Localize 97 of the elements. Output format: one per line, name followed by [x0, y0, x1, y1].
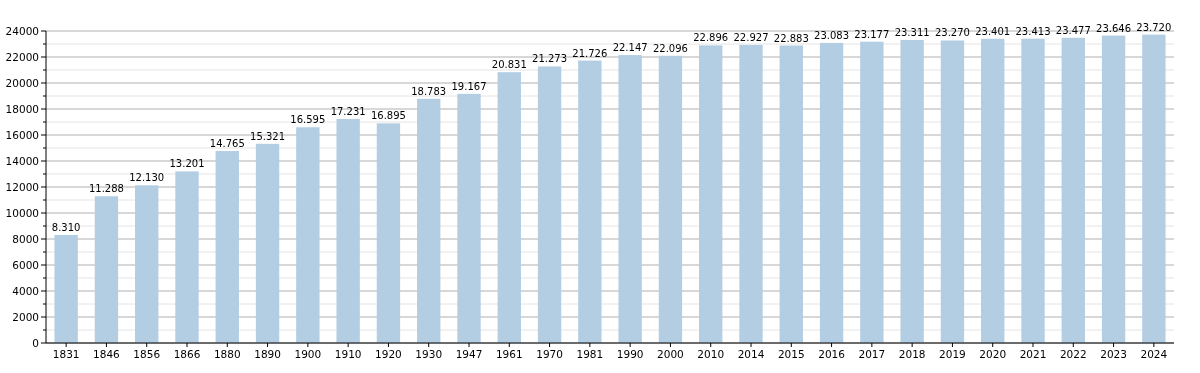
y-tick-label: 8000 — [12, 232, 39, 245]
bar — [940, 40, 965, 343]
bar — [860, 41, 884, 343]
y-tick-label: 2000 — [12, 310, 39, 323]
bar — [779, 45, 803, 343]
data-label: 20.831 — [491, 59, 527, 71]
bar — [54, 234, 78, 343]
data-label: 23.401 — [975, 25, 1011, 37]
bar — [175, 171, 199, 343]
bar — [537, 66, 562, 343]
bar — [376, 123, 401, 343]
bar — [255, 143, 280, 343]
x-tick-label: 1920 — [375, 348, 402, 360]
x-tick-label: 1856 — [133, 348, 161, 360]
x-tick-label: 2000 — [657, 348, 684, 360]
x-tick-label: 2019 — [939, 348, 966, 360]
x-tick-label: 1970 — [536, 348, 563, 360]
data-label: 23.311 — [894, 26, 930, 38]
bar — [819, 42, 844, 343]
data-label: 14.765 — [209, 138, 245, 150]
x-tick-label: 1880 — [213, 348, 241, 360]
bar — [457, 93, 481, 343]
x-tick-label: 2016 — [818, 348, 846, 360]
bar — [578, 60, 602, 343]
data-label: 17.231 — [330, 106, 366, 117]
y-tick-label: 10000 — [5, 206, 39, 219]
x-tick-label: 1930 — [415, 348, 443, 360]
bar — [699, 45, 723, 343]
bar — [1061, 37, 1085, 343]
bar — [215, 151, 239, 343]
data-label: 8.310 — [51, 221, 81, 233]
bar — [1021, 38, 1045, 343]
data-label: 22.147 — [612, 42, 648, 54]
x-tick-label: 1866 — [173, 348, 201, 360]
bar — [336, 119, 360, 343]
x-tick-label: 1890 — [254, 348, 281, 360]
x-tick-label: 2021 — [1019, 348, 1047, 360]
x-tick-label: 2010 — [697, 348, 725, 360]
x-tick-label: 2017 — [858, 348, 886, 360]
data-label: 16.895 — [370, 110, 406, 122]
data-label: 23.083 — [814, 29, 850, 41]
x-tick-label: 1947 — [455, 348, 483, 360]
x-tick-label: 2015 — [777, 348, 805, 360]
y-tick-label: 16000 — [5, 128, 39, 141]
data-label: 23.413 — [1015, 25, 1051, 37]
data-label: 22.883 — [773, 32, 809, 44]
x-tick-label: 2018 — [898, 348, 926, 360]
bar — [900, 39, 924, 343]
bar — [417, 98, 441, 343]
y-tick-label: 20000 — [5, 76, 39, 89]
data-label: 23.477 — [1055, 24, 1091, 36]
data-label: 15.321 — [250, 130, 286, 142]
data-label: 22.927 — [733, 31, 769, 43]
data-label: 19.167 — [451, 80, 487, 92]
bar — [1101, 35, 1126, 343]
bar — [618, 55, 642, 343]
data-label: 13.201 — [169, 158, 205, 170]
bar — [981, 38, 1005, 343]
data-label: 18.783 — [411, 85, 447, 97]
y-tick-label: 12000 — [5, 180, 39, 193]
x-tick-label: 1846 — [93, 348, 121, 360]
x-tick-label: 1990 — [616, 348, 644, 360]
x-tick-label: 1961 — [495, 348, 523, 360]
y-tick-label: 22000 — [5, 50, 39, 63]
data-label: 11.288 — [88, 183, 124, 195]
x-tick-label: 1910 — [334, 348, 362, 360]
x-tick-label: 2020 — [979, 348, 1007, 360]
data-label: 21.273 — [532, 53, 568, 65]
y-tick-label: 6000 — [12, 258, 39, 271]
data-label: 16.595 — [290, 114, 326, 126]
data-label: 23.177 — [854, 28, 890, 40]
data-label: 22.096 — [652, 42, 688, 54]
y-tick-label: 18000 — [5, 102, 39, 115]
x-tick-label: 1831 — [52, 348, 80, 360]
bar — [135, 185, 159, 343]
bar — [94, 196, 119, 343]
bar — [739, 44, 763, 343]
x-tick-label: 1900 — [294, 348, 322, 360]
x-tick-label: 2022 — [1059, 348, 1087, 360]
data-label: 23.646 — [1096, 22, 1132, 34]
data-label: 23.270 — [934, 27, 970, 39]
bar — [296, 127, 320, 343]
data-label: 22.896 — [693, 32, 729, 44]
y-tick-label: 24000 — [5, 24, 39, 37]
x-tick-label: 2024 — [1140, 348, 1168, 360]
data-label: 21.726 — [572, 47, 608, 59]
x-tick-label: 2023 — [1100, 348, 1127, 360]
x-tick-label: 1981 — [576, 348, 604, 360]
bar — [1142, 34, 1166, 343]
bar — [497, 72, 521, 343]
y-tick-label: 14000 — [5, 154, 39, 167]
data-label: 12.130 — [129, 172, 165, 184]
y-tick-label: 0 — [32, 336, 39, 349]
y-tick-label: 4000 — [12, 284, 39, 297]
bar — [658, 55, 683, 343]
data-label: 23.720 — [1136, 21, 1172, 33]
x-tick-label: 2014 — [737, 348, 765, 360]
